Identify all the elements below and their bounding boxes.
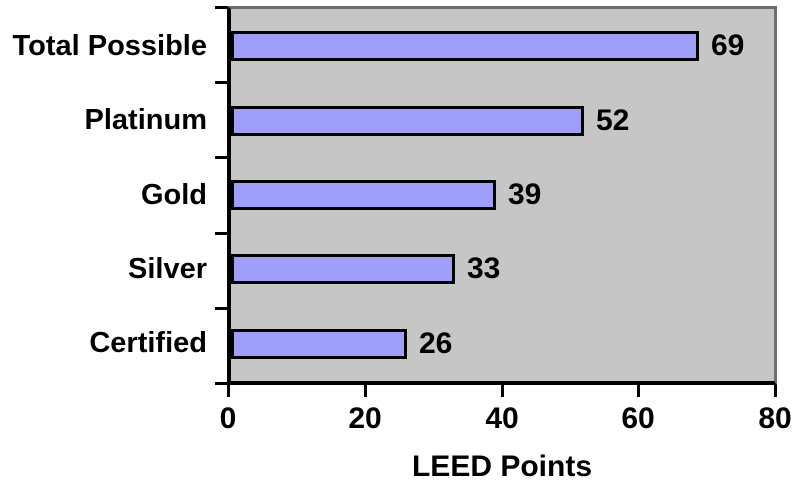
value-label: 33 [467, 252, 501, 285]
category-label-silver: Silver [128, 252, 207, 285]
y-axis-tick [215, 156, 227, 159]
y-axis-tick [215, 232, 227, 235]
x-axis-tick [364, 385, 367, 397]
bar-platinum [231, 106, 584, 136]
x-axis-tick-label: 80 [758, 402, 792, 435]
value-label: 39 [508, 178, 542, 211]
plot-inner: 69 52 39 33 26 [231, 9, 774, 381]
plot-area: 69 52 39 33 26 [227, 6, 777, 385]
x-axis-tick [637, 385, 640, 397]
bar-silver [231, 254, 455, 284]
x-axis-tick [774, 385, 777, 397]
x-axis-title: LEED Points [411, 450, 592, 483]
x-axis-tick-label: 40 [485, 402, 519, 435]
x-axis-tick-label: 20 [348, 402, 382, 435]
bar-total-possible [231, 31, 699, 61]
value-label: 26 [419, 327, 453, 360]
y-axis-tick [215, 6, 227, 9]
x-axis-tick [227, 385, 230, 397]
y-axis-tick [215, 382, 227, 385]
bar-gold [231, 180, 496, 210]
bar-certified [231, 329, 407, 359]
y-axis-tick [215, 81, 227, 84]
category-label-total-possible: Total Possible [12, 29, 207, 62]
category-label-platinum: Platinum [84, 104, 207, 137]
y-axis-tick [215, 307, 227, 310]
x-axis-tick-label: 0 [219, 402, 237, 435]
category-label-certified: Certified [89, 327, 207, 360]
value-label: 52 [596, 104, 630, 137]
x-axis-tick-label: 60 [621, 402, 655, 435]
category-label-gold: Gold [140, 178, 207, 211]
x-axis-tick [501, 385, 504, 397]
value-label: 69 [711, 29, 745, 62]
category-axis-labels: Total Possible Platinum Gold Silver Certifie… [0, 9, 207, 381]
